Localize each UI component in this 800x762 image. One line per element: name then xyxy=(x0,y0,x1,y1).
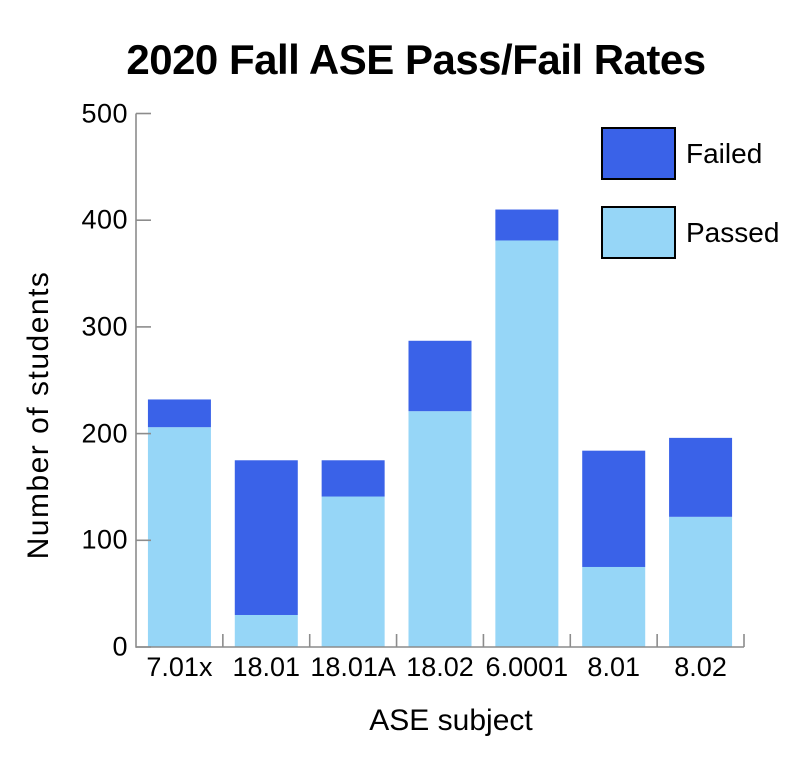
bar-segment-passed-18.01 xyxy=(234,614,298,647)
x-tick-label-8.01: 8.01 xyxy=(587,652,640,682)
legend-swatch-failed xyxy=(601,127,676,180)
bar-segment-passed-8.02 xyxy=(669,516,733,647)
y-tick-label-500: 500 xyxy=(81,98,128,128)
bar-segment-passed-18.02 xyxy=(408,411,472,647)
bar-segment-passed-6.0001 xyxy=(495,240,559,647)
y-tick-label-400: 400 xyxy=(81,204,128,235)
legend-swatch-passed xyxy=(601,206,676,259)
y-axis-label: Number of students xyxy=(22,270,55,560)
bar-segment-failed-8.02 xyxy=(669,437,733,517)
bar-segment-failed-8.01 xyxy=(582,450,646,567)
x-tick-label-6.0001: 6.0001 xyxy=(485,652,569,682)
y-tick-label-200: 200 xyxy=(81,418,128,449)
x-tick-label-18.01: 18.01 xyxy=(232,652,301,682)
bar-segment-failed-18.02 xyxy=(408,340,472,412)
x-tick-label-18.01A: 18.01A xyxy=(310,652,396,682)
legend: Failed Passed xyxy=(601,127,779,285)
x-tick-label-7.01x: 7.01x xyxy=(146,652,213,682)
chart-title: 2020 Fall ASE Pass/Fail Rates xyxy=(126,36,706,83)
bar-segment-passed-7.01x xyxy=(147,427,211,647)
legend-label-passed: Passed xyxy=(686,216,780,248)
bar-segment-passed-8.01 xyxy=(582,566,646,647)
x-tick-label-8.02: 8.02 xyxy=(674,652,727,682)
bar-segment-failed-6.0001 xyxy=(495,209,559,241)
legend-entry-passed: Passed xyxy=(601,206,779,259)
legend-label-failed: Failed xyxy=(686,137,763,169)
y-tick-label-300: 300 xyxy=(81,311,128,342)
x-axis-label: ASE subject xyxy=(369,704,533,737)
bar-segment-failed-7.01x xyxy=(147,399,211,428)
bar-segment-failed-18.01A xyxy=(321,460,385,497)
x-tick-label-18.02: 18.02 xyxy=(406,652,474,682)
bar-segment-failed-18.01 xyxy=(234,460,298,615)
y-tick-label-100: 100 xyxy=(81,524,128,555)
bar-segment-passed-18.01A xyxy=(321,496,385,647)
y-tick-label-0: 0 xyxy=(112,631,128,662)
legend-entry-failed: Failed xyxy=(601,127,779,180)
